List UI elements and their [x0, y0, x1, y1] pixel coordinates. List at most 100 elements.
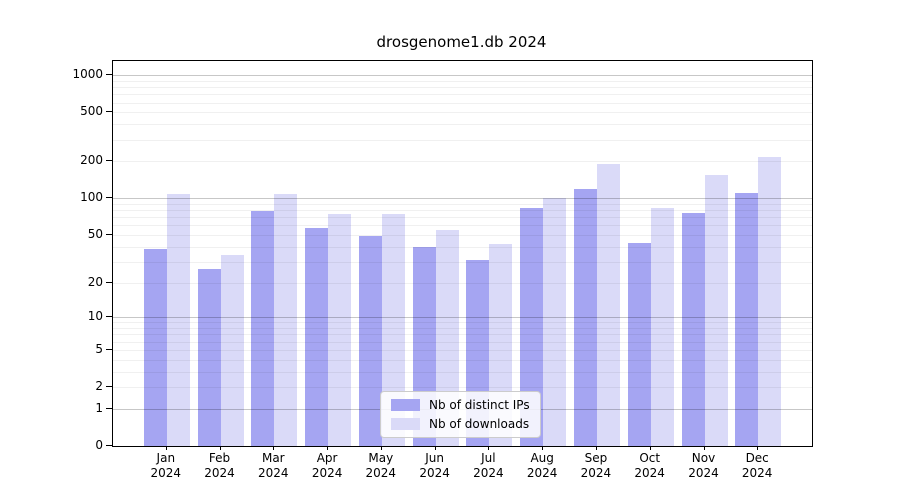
y-tick-label-1: 1 — [95, 400, 103, 415]
y-tick-label-0: 0 — [95, 438, 103, 452]
legend-label-distinct-ips: Nb of distinct IPs — [429, 398, 530, 412]
gridline-700 — [113, 94, 812, 96]
y-tick-label-100: 100 — [80, 190, 103, 205]
x-tick-label-sep: Sep 2024 — [580, 451, 612, 480]
y-tick-200 — [106, 160, 112, 162]
x-tick-label-apr: Apr 2024 — [311, 451, 343, 480]
y-tick-1 — [106, 407, 112, 409]
y-tick-500 — [106, 111, 112, 113]
bar-jan-distinct-ips — [143, 249, 167, 446]
y-tick-2 — [106, 386, 112, 387]
gridline-300 — [113, 139, 812, 141]
bar-dec-distinct-ips — [735, 193, 759, 446]
bar-dec-downloads — [758, 157, 782, 446]
bar-aug-distinct-ips — [520, 207, 544, 446]
x-tick-label-nov: Nov 2024 — [688, 451, 719, 480]
x-tick-oct — [649, 446, 651, 450]
x-tick-mar — [273, 446, 275, 450]
bar-may-distinct-ips — [358, 236, 382, 446]
gridline-60 — [113, 225, 812, 227]
x-tick-sep — [595, 446, 597, 450]
gridline-90 — [113, 203, 812, 205]
legend: Nb of distinct IPs Nb of downloads — [380, 391, 541, 438]
x-tick-label-may: May 2024 — [365, 451, 397, 480]
gridline-10 — [113, 317, 812, 319]
x-tick-dec — [757, 446, 759, 450]
y-tick-10 — [106, 316, 112, 318]
x-tick-label-jan: Jan 2024 — [150, 451, 182, 480]
bar-nov-downloads — [704, 174, 728, 446]
gridline-200 — [113, 161, 812, 163]
x-tick-apr — [327, 446, 329, 450]
x-tick-jun — [434, 446, 436, 450]
bar-jan-downloads — [166, 194, 190, 446]
gridline-40 — [113, 246, 812, 248]
bar-mar-downloads — [274, 194, 298, 446]
x-tick-aug — [542, 446, 544, 450]
bar-apr-downloads — [328, 213, 352, 446]
x-tick-label-jul: Jul 2024 — [473, 451, 504, 480]
y-tick-label-1000: 1000 — [72, 67, 103, 82]
y-tick-1000 — [106, 74, 112, 76]
legend-item-distinct-ips: Nb of distinct IPs — [391, 398, 530, 412]
gridline-100 — [113, 198, 812, 200]
legend-label-downloads: Nb of downloads — [429, 417, 530, 431]
gridline-80 — [113, 210, 812, 212]
x-tick-may — [380, 446, 382, 450]
gridline-2 — [113, 387, 812, 388]
x-tick-feb — [219, 446, 221, 450]
gridline-6 — [113, 341, 812, 343]
gridline-7 — [113, 334, 812, 336]
gridline-5 — [113, 349, 812, 351]
y-tick-label-5: 5 — [95, 341, 103, 356]
gridline-900 — [113, 80, 812, 82]
y-tick-label-50: 50 — [87, 226, 103, 241]
gridline-30 — [113, 261, 812, 263]
y-tick-50 — [106, 233, 112, 235]
gridline-70 — [113, 217, 812, 219]
gridline-1000 — [113, 75, 812, 77]
y-tick-100 — [106, 197, 112, 199]
x-tick-label-mar: Mar 2024 — [258, 451, 289, 480]
bar-sep-downloads — [596, 163, 620, 446]
bar-sep-distinct-ips — [573, 188, 597, 446]
bar-may-downloads — [381, 214, 405, 446]
y-tick-label-500: 500 — [80, 104, 103, 119]
bar-feb-downloads — [220, 255, 244, 446]
y-tick-label-2: 2 — [95, 379, 103, 393]
x-tick-label-feb: Feb 2024 — [204, 451, 235, 480]
bar-nov-distinct-ips — [681, 212, 705, 446]
bar-oct-downloads — [650, 207, 674, 446]
bar-feb-distinct-ips — [197, 269, 221, 446]
plot-area: Nb of distinct IPs Nb of downloads — [112, 60, 813, 447]
x-tick-label-dec: Dec 2024 — [741, 451, 773, 480]
legend-swatch-downloads — [391, 418, 420, 430]
gridline-20 — [113, 282, 812, 284]
bar-oct-distinct-ips — [627, 242, 651, 446]
y-tick-5 — [106, 348, 112, 350]
bar-aug-downloads — [543, 198, 567, 446]
gridline-9 — [113, 322, 812, 324]
chart-title: drosgenome1.db 2024 — [376, 33, 547, 51]
x-tick-label-oct: Oct 2024 — [634, 451, 665, 480]
y-tick-label-200: 200 — [80, 153, 103, 168]
bar-mar-distinct-ips — [251, 211, 275, 446]
y-tick-label-10: 10 — [87, 309, 103, 324]
y-tick-20 — [106, 281, 112, 283]
gridline-3 — [113, 371, 812, 373]
y-tick-label-20: 20 — [87, 274, 103, 289]
gridline-500 — [113, 112, 812, 114]
y-tick-0 — [106, 445, 112, 446]
x-tick-nov — [703, 446, 705, 450]
legend-swatch-distinct-ips — [391, 399, 420, 411]
gridline-8 — [113, 328, 812, 329]
x-tick-jul — [488, 446, 490, 450]
gridline-4 — [113, 359, 812, 361]
gridline-800 — [113, 87, 812, 88]
x-tick-jan — [165, 446, 167, 450]
gridline-50 — [113, 234, 812, 236]
x-tick-label-jun: Jun 2024 — [419, 451, 450, 480]
gridline-600 — [113, 102, 812, 104]
gridline-400 — [113, 124, 812, 126]
